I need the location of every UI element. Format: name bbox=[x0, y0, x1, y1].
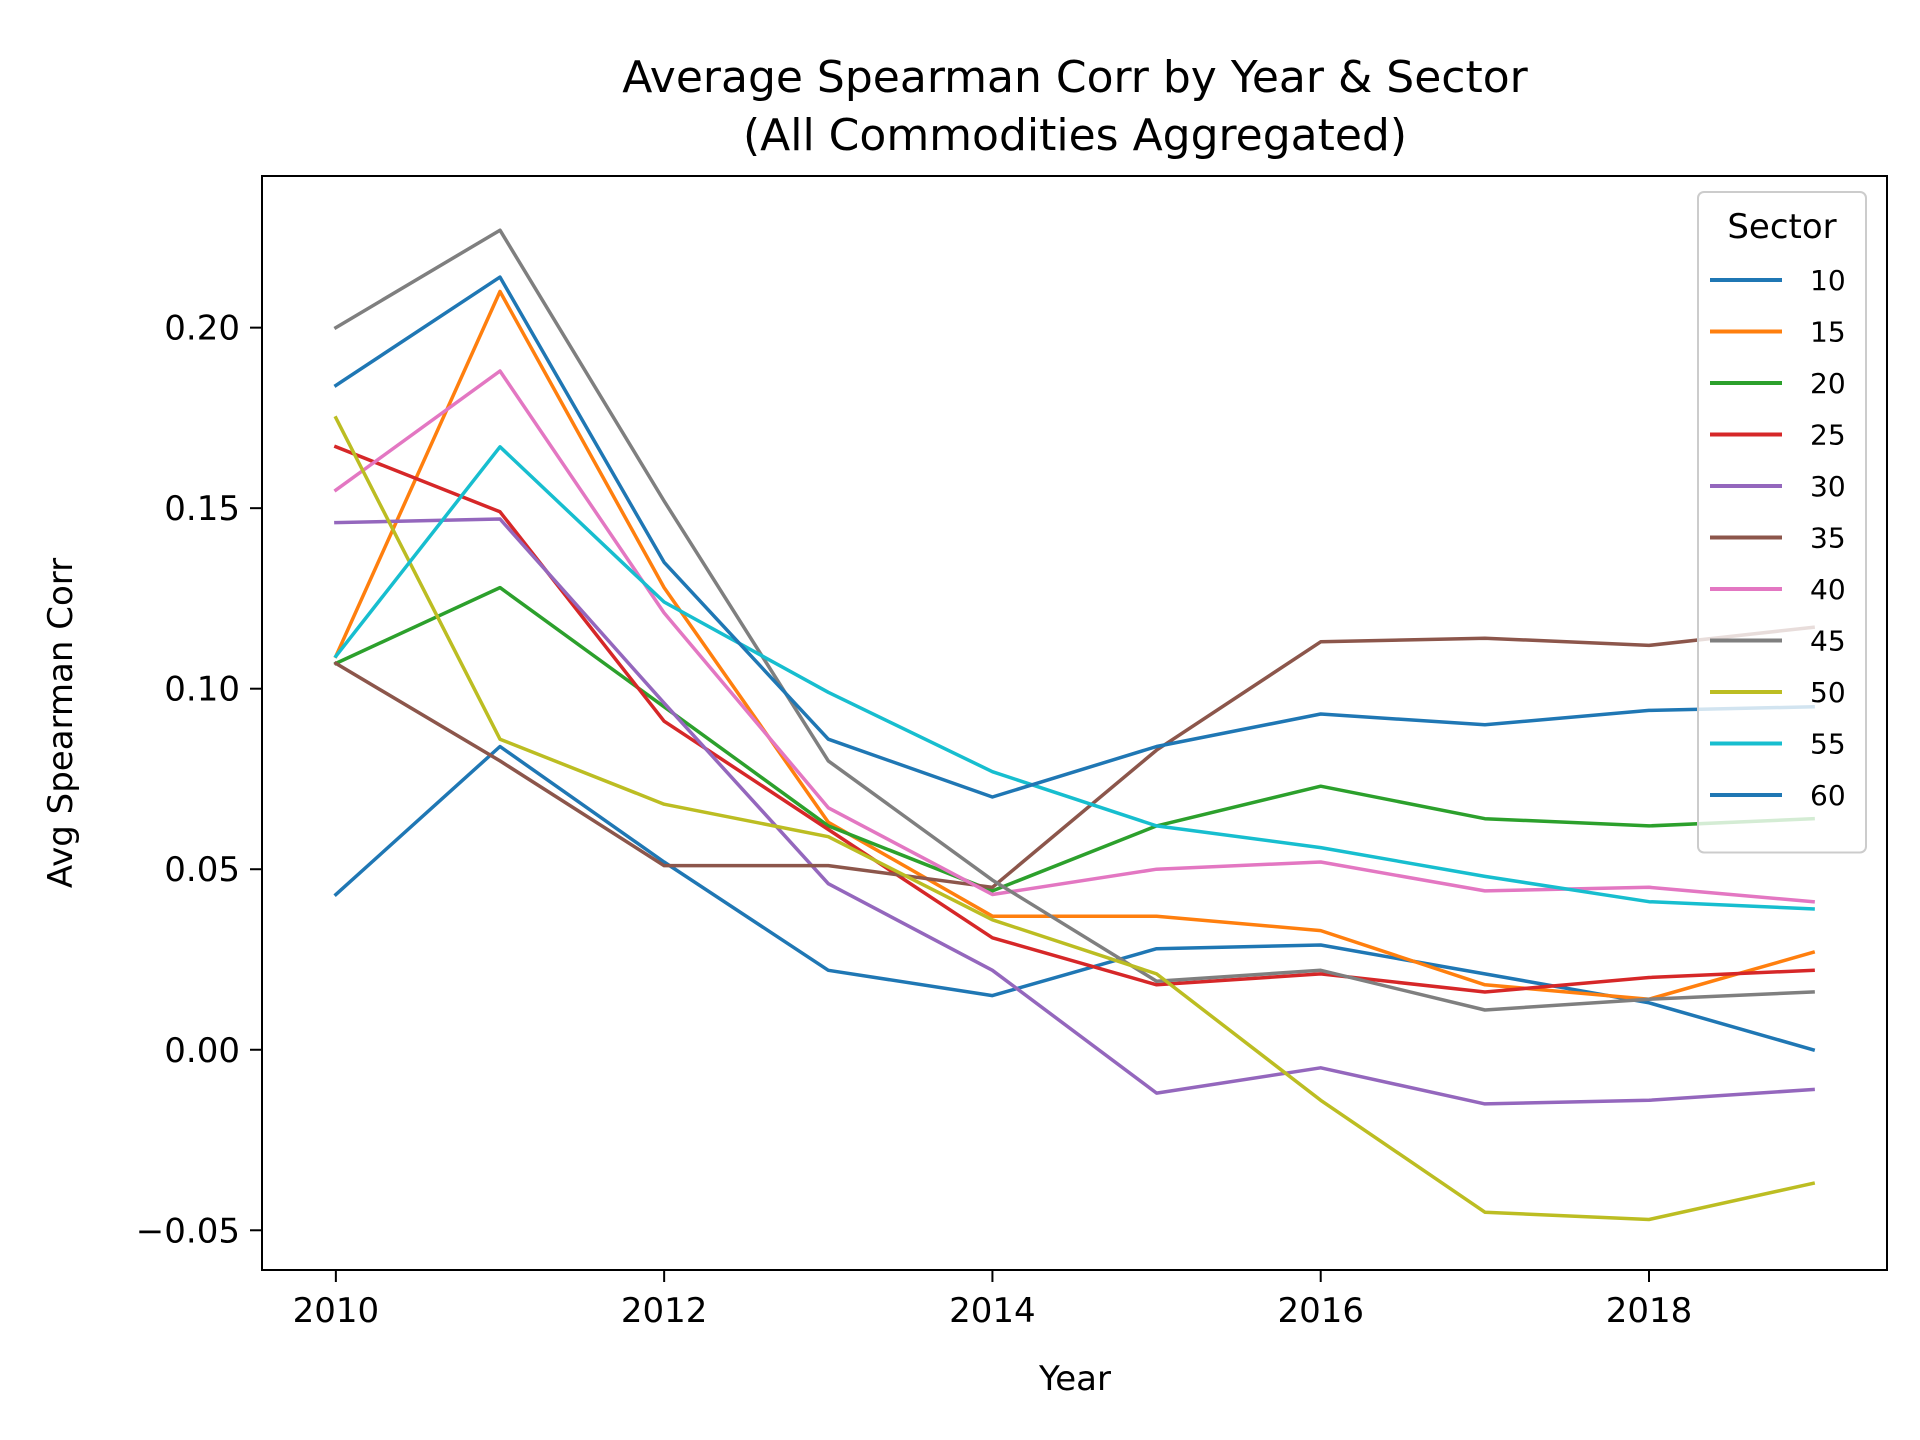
legend-label-40: 40 bbox=[1810, 573, 1846, 606]
legend-label-25: 25 bbox=[1810, 419, 1846, 452]
legend-label-60: 60 bbox=[1810, 779, 1846, 812]
x-tick-label: 2010 bbox=[293, 1291, 380, 1331]
series-line-60 bbox=[333, 275, 1815, 799]
series-line-50 bbox=[333, 415, 1816, 1222]
x-tick-label: 2018 bbox=[1606, 1291, 1693, 1331]
x-tick-label: 2014 bbox=[949, 1291, 1036, 1331]
legend: Sector 10 15 20 25 30 35 40 45 50 55 60 bbox=[1697, 191, 1867, 854]
series-line-15 bbox=[333, 289, 1816, 1001]
y-tick-label: 0.05 bbox=[164, 850, 240, 890]
y-tick-label: 0.00 bbox=[164, 1031, 240, 1071]
legend-label-10: 10 bbox=[1810, 264, 1846, 297]
x-axis-label: Year bbox=[1038, 1359, 1111, 1399]
y-tick-label: −0.05 bbox=[136, 1211, 240, 1251]
x-tick-label: 2012 bbox=[621, 1291, 708, 1331]
legend-label-30: 30 bbox=[1810, 470, 1846, 503]
chart-title: Average Spearman Corr by Year & Sector bbox=[622, 52, 1528, 103]
legend-box bbox=[1697, 191, 1867, 854]
series-line-35 bbox=[333, 625, 1816, 890]
axes-frame bbox=[261, 175, 1888, 1271]
y-tick-label: 0.10 bbox=[164, 670, 240, 710]
series-line-55 bbox=[333, 445, 1815, 911]
y-tick-label: 0.15 bbox=[164, 489, 240, 529]
legend-label-45: 45 bbox=[1810, 625, 1846, 658]
legend-label-20: 20 bbox=[1810, 367, 1846, 400]
x-axis: 2010 2012 2014 2016 2018 bbox=[293, 1270, 1693, 1331]
x-tick-label: 2016 bbox=[1277, 1291, 1364, 1331]
legend-label-55: 55 bbox=[1810, 728, 1846, 761]
plot-area bbox=[333, 228, 1816, 1222]
series-line-30 bbox=[334, 517, 1815, 1106]
legend-label-50: 50 bbox=[1810, 676, 1846, 709]
series-line-45 bbox=[333, 228, 1815, 1012]
y-axis: −0.05 0.00 0.05 0.10 0.15 0.20 bbox=[136, 309, 262, 1251]
series-line-10 bbox=[333, 744, 1816, 1052]
chart-subtitle: (All Commodities Aggregated) bbox=[743, 110, 1407, 161]
legend-title: Sector bbox=[1727, 207, 1836, 247]
legend-label-15: 15 bbox=[1810, 316, 1846, 349]
legend-label-35: 35 bbox=[1810, 522, 1846, 555]
y-axis-label: Avg Spearman Corr bbox=[41, 558, 81, 888]
series-line-25 bbox=[333, 444, 1815, 994]
series-line-20 bbox=[333, 585, 1815, 893]
y-tick-label: 0.20 bbox=[164, 309, 240, 349]
